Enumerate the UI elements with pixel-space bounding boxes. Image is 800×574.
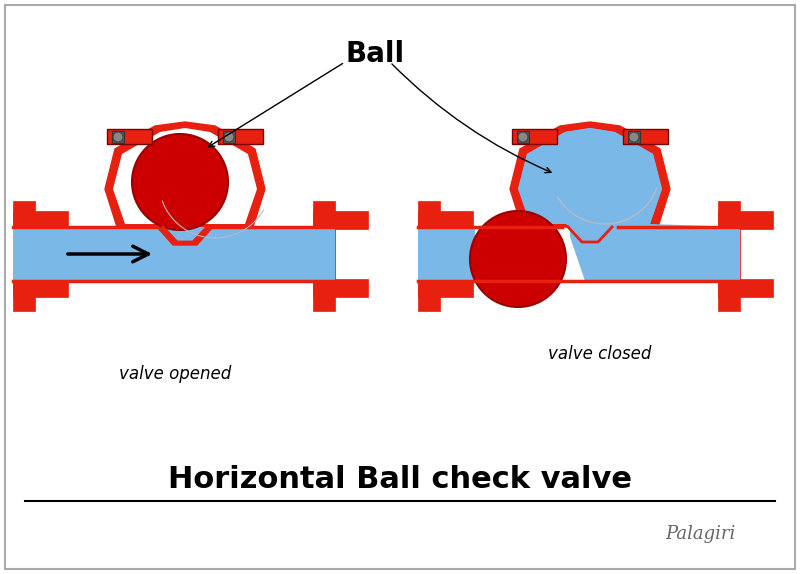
Circle shape bbox=[629, 132, 639, 142]
Bar bbox=[517, 131, 529, 143]
Polygon shape bbox=[165, 228, 205, 241]
Bar bbox=[13, 227, 335, 281]
Bar bbox=[418, 211, 473, 229]
Polygon shape bbox=[518, 128, 740, 281]
Bar bbox=[718, 279, 773, 297]
Bar bbox=[623, 129, 668, 144]
Bar bbox=[512, 129, 557, 144]
Bar bbox=[418, 201, 440, 311]
Text: Horizontal Ball check valve: Horizontal Ball check valve bbox=[168, 464, 632, 494]
Bar bbox=[718, 211, 773, 229]
Bar bbox=[13, 201, 35, 311]
Bar bbox=[313, 279, 368, 297]
Text: valve opened: valve opened bbox=[119, 365, 231, 383]
Polygon shape bbox=[518, 128, 662, 224]
Bar bbox=[418, 279, 473, 297]
Bar bbox=[112, 131, 124, 143]
Bar bbox=[628, 131, 640, 143]
Polygon shape bbox=[157, 227, 213, 245]
Bar bbox=[107, 129, 152, 144]
Circle shape bbox=[518, 132, 528, 142]
Circle shape bbox=[224, 132, 234, 142]
Polygon shape bbox=[510, 122, 670, 227]
Bar bbox=[223, 131, 235, 143]
Circle shape bbox=[132, 134, 228, 230]
Bar bbox=[13, 279, 68, 297]
Bar bbox=[718, 201, 740, 311]
Text: Ball: Ball bbox=[346, 40, 405, 68]
Circle shape bbox=[470, 211, 566, 307]
Polygon shape bbox=[105, 122, 265, 227]
Text: valve closed: valve closed bbox=[548, 345, 652, 363]
Bar bbox=[13, 211, 68, 229]
Bar bbox=[218, 129, 263, 144]
Text: Palagiri: Palagiri bbox=[665, 525, 735, 543]
Bar bbox=[418, 227, 475, 281]
Circle shape bbox=[113, 132, 123, 142]
Bar bbox=[313, 201, 335, 311]
Polygon shape bbox=[113, 128, 257, 224]
Bar bbox=[313, 211, 368, 229]
